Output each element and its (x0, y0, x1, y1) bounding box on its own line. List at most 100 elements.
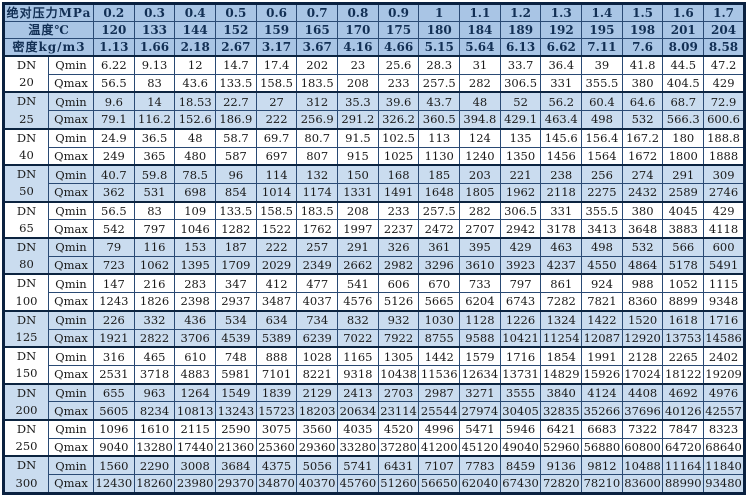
dn-cell-150: DN 150 (3, 346, 49, 385)
qmin-80-c13: 532 (621, 237, 664, 257)
qmin-150-c11: 1854 (540, 346, 583, 366)
qmin-150-c0: 316 (93, 346, 135, 366)
qmin-50-c4: 114 (255, 164, 298, 184)
qmin-125-c0: 226 (93, 309, 135, 330)
qmin-65-c15: 429 (703, 200, 745, 221)
qmin-125-c2: 436 (174, 309, 217, 330)
qmax-100-c3: 2937 (215, 292, 257, 312)
qmax-65-c8: 2472 (418, 219, 461, 239)
qmax-50-c10: 1962 (499, 182, 542, 203)
qmax-20-c11: 331 (540, 73, 583, 93)
qmin-100-c11: 861 (540, 273, 583, 294)
dn-300-qmax-row: Qmax 12430 18260 23980 29370 34870 40370 45760 5… (4, 474, 745, 494)
header-value-r0-c10: 1.2 (499, 3, 542, 22)
header-value-r1-c7: 175 (377, 21, 420, 39)
qmin-300-c4: 4375 (255, 455, 298, 476)
qmin-25-c2: 18.53 (174, 91, 217, 112)
qmax-125-c11: 11254 (540, 328, 583, 348)
qmin-125-c5: 734 (296, 309, 339, 330)
qmax-40-c10: 1350 (499, 146, 542, 166)
qmin-80-c7: 326 (377, 237, 420, 257)
qmin-50-c12: 256 (581, 164, 623, 184)
qmin-300-c1: 2290 (133, 455, 176, 476)
qmax-label-300: Qmax (47, 474, 95, 494)
qmin-label-40: Qmin (47, 127, 95, 148)
qmin-300-c6: 5741 (337, 455, 379, 476)
qmin-20-c5: 202 (296, 54, 339, 75)
qmin-65-c4: 158.5 (255, 200, 298, 221)
qmin-25-c1: 14 (133, 91, 176, 112)
qmin-200-c3: 1549 (215, 382, 257, 403)
qmax-20-c3: 133.5 (215, 73, 257, 93)
qmin-50-c2: 78.5 (174, 164, 217, 184)
qmin-125-c1: 332 (133, 309, 176, 330)
qmax-25-c6: 291.2 (337, 110, 379, 130)
qmax-65-c4: 1522 (255, 219, 298, 239)
qmax-300-c6: 45760 (337, 474, 379, 494)
qmin-150-c2: 610 (174, 346, 217, 366)
qmax-40-c7: 1025 (377, 146, 420, 166)
header-value-r1-c13: 198 (621, 21, 664, 39)
qmax-100-c8: 5665 (418, 292, 461, 312)
qmax-300-c5: 40370 (296, 474, 339, 494)
qmax-125-c14: 13753 (662, 328, 705, 348)
qmin-20-c15: 47.2 (703, 54, 745, 75)
qmin-50-c14: 291 (662, 164, 705, 184)
qmin-80-c11: 463 (540, 237, 583, 257)
qmin-150-c4: 888 (255, 346, 298, 366)
qmax-50-c11: 2118 (540, 182, 583, 203)
qmax-125-c9: 9588 (459, 328, 501, 348)
qmin-100-c15: 1115 (703, 273, 745, 294)
qmax-65-c6: 1997 (337, 219, 379, 239)
qmin-200-c10: 3555 (499, 382, 542, 403)
qmin-40-c4: 69.7 (255, 127, 298, 148)
qmin-20-c1: 9.13 (133, 54, 176, 75)
header-value-r0-c0: 0.2 (93, 3, 135, 22)
qmin-label-200: Qmin (47, 382, 95, 403)
qmin-250-c1: 1610 (133, 419, 176, 439)
header-value-r1-c9: 184 (459, 21, 501, 39)
dn-250-qmax-row: Qmax 9040 13280 17440 21360 25360 29360 33280 37… (4, 437, 745, 457)
qmax-250-c14: 64720 (662, 437, 705, 457)
qmin-300-c10: 8459 (499, 455, 542, 476)
qmin-25-c15: 72.9 (703, 91, 745, 112)
qmax-300-c15: 93480 (703, 474, 745, 494)
qmax-125-c4: 5389 (255, 328, 298, 348)
qmin-25-c0: 9.6 (93, 91, 135, 112)
qmax-label-65: Qmax (47, 219, 95, 239)
header-row-1: 温度℃ 120 133 144 152 159 165 170 175 180 184 189 192 1… (2, 21, 745, 39)
qmax-label-20: Qmax (47, 73, 95, 93)
qmin-50-c15: 309 (703, 164, 745, 184)
dn-300-qmin-row: DN 300 Qmin 1560 2290 3008 3684 4375 5056 5741 643… (3, 455, 745, 494)
qmin-25-c9: 48 (459, 91, 501, 112)
qmax-125-c7: 7922 (377, 328, 420, 348)
qmin-label-300: Qmin (47, 455, 95, 476)
qmax-200-c12: 35266 (581, 401, 623, 421)
qmin-25-c14: 68.7 (662, 91, 705, 112)
qmax-150-c13: 17024 (621, 364, 664, 385)
qmin-65-c10: 306.5 (499, 200, 542, 221)
qmax-40-c8: 1130 (418, 146, 461, 166)
header-value-r2-c14: 8.09 (662, 38, 705, 57)
qmin-40-c7: 102.5 (377, 127, 420, 148)
qmin-label-20: Qmin (47, 54, 95, 75)
flow-capacity-table-body: 绝对压力MPa 0.2 0.3 0.4 0.5 0.6 0.7 0.8 0.9 1 1.1 1.2 1.… (2, 3, 745, 494)
qmin-20-c12: 39 (581, 54, 623, 75)
header-row-label: 温度℃ (2, 21, 95, 39)
qmin-100-c1: 216 (133, 273, 176, 294)
qmin-20-c10: 33.7 (499, 54, 542, 75)
qmax-125-c8: 8755 (418, 328, 461, 348)
qmax-label-125: Qmax (47, 328, 95, 348)
qmin-250-c5: 3560 (296, 419, 339, 439)
qmin-125-c6: 832 (337, 309, 379, 330)
qmax-65-c9: 2707 (459, 219, 501, 239)
qmin-300-c9: 7783 (459, 455, 501, 476)
qmin-40-c5: 80.7 (296, 127, 339, 148)
qmax-200-c7: 23114 (377, 401, 420, 421)
header-value-r1-c11: 192 (540, 21, 583, 39)
qmax-250-c7: 37280 (377, 437, 420, 457)
qmax-label-80: Qmax (47, 255, 95, 275)
qmax-250-c2: 17440 (174, 437, 217, 457)
qmin-50-c6: 150 (337, 164, 379, 184)
